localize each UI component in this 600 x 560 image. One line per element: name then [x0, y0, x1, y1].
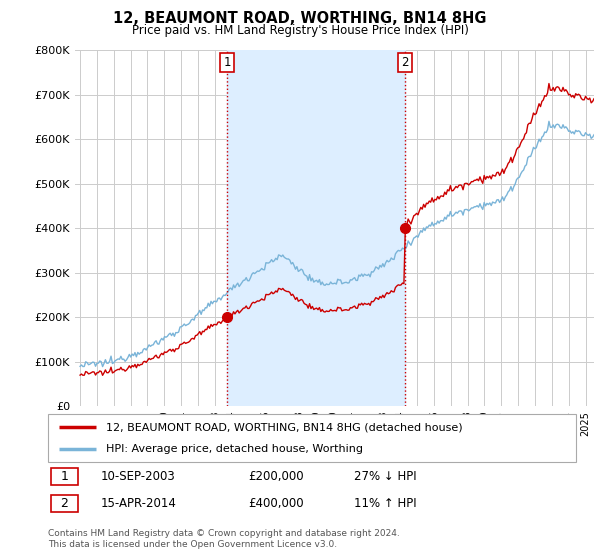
Text: 12, BEAUMONT ROAD, WORTHING, BN14 8HG (detached house): 12, BEAUMONT ROAD, WORTHING, BN14 8HG (d… — [106, 422, 463, 432]
Text: 11% ↑ HPI: 11% ↑ HPI — [354, 497, 417, 510]
Text: HPI: Average price, detached house, Worthing: HPI: Average price, detached house, Wort… — [106, 444, 363, 454]
Text: 2: 2 — [61, 497, 68, 510]
Text: 1: 1 — [61, 470, 68, 483]
Text: £400,000: £400,000 — [248, 497, 304, 510]
Text: 10-SEP-2003: 10-SEP-2003 — [101, 470, 176, 483]
Text: 12, BEAUMONT ROAD, WORTHING, BN14 8HG: 12, BEAUMONT ROAD, WORTHING, BN14 8HG — [113, 11, 487, 26]
Text: £200,000: £200,000 — [248, 470, 304, 483]
Text: 1: 1 — [223, 57, 231, 69]
Text: Price paid vs. HM Land Registry's House Price Index (HPI): Price paid vs. HM Land Registry's House … — [131, 24, 469, 37]
Text: 15-APR-2014: 15-APR-2014 — [101, 497, 176, 510]
Text: 27% ↓ HPI: 27% ↓ HPI — [354, 470, 417, 483]
Text: 2: 2 — [401, 57, 409, 69]
FancyBboxPatch shape — [50, 468, 78, 485]
Bar — [227, 50, 405, 406]
FancyBboxPatch shape — [50, 496, 78, 512]
FancyBboxPatch shape — [48, 414, 576, 462]
Text: Contains HM Land Registry data © Crown copyright and database right 2024.
This d: Contains HM Land Registry data © Crown c… — [48, 529, 400, 549]
